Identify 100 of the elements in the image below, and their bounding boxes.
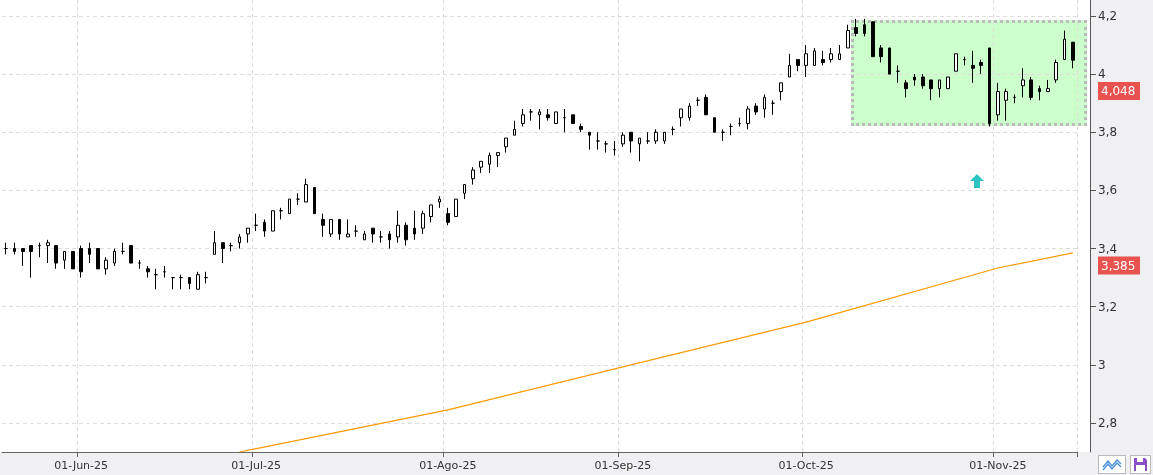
candlestick	[421, 210, 425, 235]
candlestick	[263, 218, 266, 238]
candlestick	[904, 79, 908, 98]
candlestick	[754, 102, 758, 116]
candlestick	[1038, 85, 1041, 101]
x-tick-label: 01-Jul-25	[231, 459, 282, 472]
candlestick	[613, 140, 616, 157]
candlestick	[38, 242, 41, 258]
candlestick	[413, 210, 416, 241]
candlestick	[96, 248, 100, 270]
candlestick	[13, 242, 16, 255]
candlestick	[888, 47, 891, 75]
candlestick	[329, 218, 333, 238]
candlestick	[271, 210, 275, 232]
text: 3,385	[1101, 258, 1136, 273]
candlestick	[146, 265, 150, 279]
candlestick	[788, 53, 791, 78]
y-tick-label: 4	[1098, 67, 1106, 82]
candlestick	[938, 79, 941, 98]
candlestick	[829, 47, 833, 63]
candlestick	[929, 79, 933, 101]
candlestick	[596, 131, 600, 151]
candlestick	[438, 195, 441, 209]
candlestick	[563, 108, 566, 133]
candlestick	[779, 82, 783, 101]
text: 4,048	[1101, 84, 1136, 99]
candlestick	[1029, 76, 1033, 101]
candlestick	[979, 59, 983, 75]
candlestick	[746, 105, 750, 130]
y-tick-label: 3,2	[1098, 299, 1118, 314]
candlestick	[313, 186, 316, 215]
candlestick	[546, 108, 550, 122]
candlestick	[154, 268, 158, 290]
y-tick-label: 3,8	[1098, 125, 1118, 140]
candlestick	[871, 21, 875, 58]
candlestick	[179, 274, 183, 290]
candlestick	[638, 137, 641, 162]
candlestick	[996, 82, 1000, 122]
candlestick	[88, 242, 91, 264]
candlestick	[971, 50, 975, 84]
candlestick	[54, 245, 58, 270]
x-tick-label: 01-Jun-25	[54, 459, 109, 472]
candlestick	[396, 210, 400, 244]
candlestick	[896, 64, 900, 84]
candlestick	[113, 248, 116, 267]
candlestick	[29, 245, 33, 279]
candlestick	[954, 53, 958, 72]
candlestick	[321, 213, 325, 238]
x-tick-label: 01-Sep-25	[594, 459, 652, 472]
candlestick	[446, 207, 450, 226]
candlestick	[654, 128, 658, 145]
candlestick	[79, 245, 83, 279]
y-tick-label: 3,6	[1098, 183, 1118, 198]
candlestick	[46, 239, 50, 264]
candlestick	[504, 137, 508, 154]
x-tick-label: 01-Nov-25	[969, 459, 1027, 472]
candlestick	[579, 123, 583, 133]
candlestick	[796, 59, 800, 72]
candlestick	[213, 230, 216, 255]
y-tick-label: 4,2	[1098, 8, 1118, 23]
candlestick	[496, 152, 500, 168]
candlestick	[371, 227, 375, 244]
candlestick	[338, 218, 341, 241]
candlestick	[688, 102, 691, 122]
candlestick	[221, 242, 225, 264]
candlestick	[946, 76, 950, 90]
candlestick	[254, 213, 258, 232]
candlestick	[663, 131, 666, 145]
candlestick	[463, 184, 466, 200]
candlestick	[621, 131, 625, 148]
y-tick-label: 3,4	[1098, 241, 1118, 256]
candlestick	[188, 277, 191, 290]
candlestick	[1054, 59, 1058, 84]
candlestick	[704, 93, 708, 116]
candlestick	[554, 111, 558, 125]
candlestick	[629, 131, 633, 154]
candlestick	[304, 178, 308, 203]
candlestick	[771, 99, 775, 116]
candlestick	[713, 117, 716, 133]
candlestick	[521, 108, 525, 127]
candlestick	[1021, 67, 1025, 98]
x-tick-label: 01-Oct-25	[778, 459, 834, 472]
candlestick	[1063, 30, 1066, 61]
candlestick	[854, 18, 858, 37]
candlestick	[488, 152, 491, 174]
candlestick	[63, 250, 66, 270]
y-tick-label: 3	[1098, 357, 1106, 372]
candlestick	[821, 50, 825, 66]
y-tick-label: 2,8	[1098, 415, 1118, 430]
candlestick	[538, 108, 541, 130]
candlestick	[1046, 79, 1050, 93]
candlestick	[196, 271, 200, 290]
candlestick	[913, 73, 916, 87]
x-tick-label: 01-Ago-25	[419, 459, 477, 472]
candlestick	[104, 256, 108, 276]
candlestick	[921, 73, 925, 90]
candlestick	[571, 114, 575, 125]
candlestick	[238, 233, 241, 250]
candlestick	[346, 218, 350, 238]
candlestick	[988, 47, 991, 127]
